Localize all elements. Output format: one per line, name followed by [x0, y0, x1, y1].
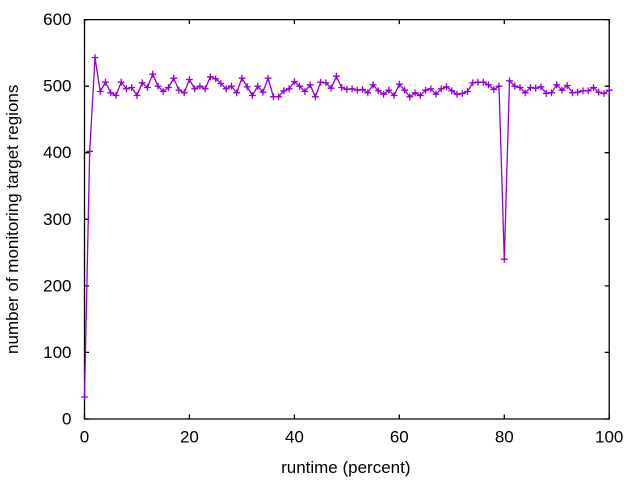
- svg-text:200: 200: [43, 276, 71, 295]
- svg-text:60: 60: [390, 428, 409, 447]
- svg-text:20: 20: [180, 428, 199, 447]
- svg-text:0: 0: [62, 410, 71, 429]
- svg-text:100: 100: [43, 343, 71, 362]
- svg-text:number of monitoring target re: number of monitoring target regions: [3, 85, 22, 354]
- svg-text:500: 500: [43, 77, 71, 96]
- svg-text:100: 100: [595, 428, 623, 447]
- svg-text:80: 80: [495, 428, 514, 447]
- svg-text:400: 400: [43, 143, 71, 162]
- svg-text:runtime (percent): runtime (percent): [281, 458, 410, 477]
- svg-text:40: 40: [285, 428, 304, 447]
- svg-text:300: 300: [43, 210, 71, 229]
- svg-text:0: 0: [80, 428, 89, 447]
- svg-text:600: 600: [43, 10, 71, 29]
